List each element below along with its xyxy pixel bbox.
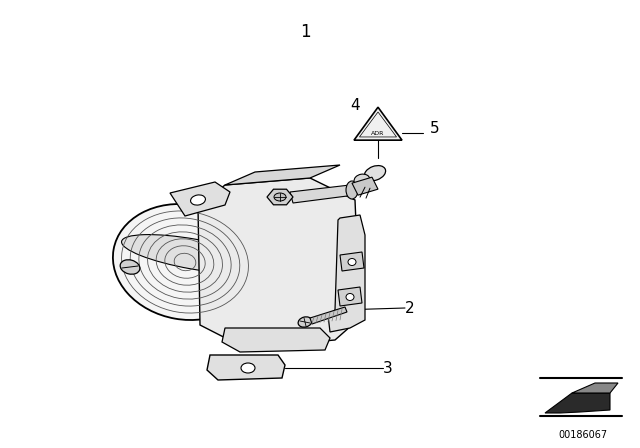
Polygon shape — [222, 328, 330, 352]
Polygon shape — [310, 307, 347, 324]
Polygon shape — [225, 165, 340, 185]
Ellipse shape — [122, 235, 264, 273]
Ellipse shape — [354, 174, 370, 186]
Polygon shape — [338, 287, 362, 306]
Polygon shape — [198, 178, 360, 348]
Ellipse shape — [191, 195, 205, 205]
Ellipse shape — [298, 317, 312, 327]
Ellipse shape — [346, 181, 358, 199]
Polygon shape — [352, 177, 378, 195]
Polygon shape — [267, 189, 293, 205]
Ellipse shape — [241, 363, 255, 373]
Text: 00186067: 00186067 — [559, 430, 607, 440]
Polygon shape — [572, 383, 618, 393]
Text: ADR: ADR — [371, 130, 385, 135]
Polygon shape — [340, 252, 364, 271]
Polygon shape — [207, 355, 285, 380]
Polygon shape — [290, 185, 355, 203]
Ellipse shape — [274, 193, 286, 201]
Polygon shape — [328, 215, 365, 332]
Ellipse shape — [364, 166, 386, 181]
Polygon shape — [545, 393, 610, 413]
Polygon shape — [354, 107, 402, 140]
Text: 4: 4 — [350, 98, 360, 112]
Ellipse shape — [113, 204, 257, 320]
Text: 3: 3 — [383, 361, 393, 375]
Text: 5: 5 — [430, 121, 440, 135]
Text: 2: 2 — [405, 301, 415, 315]
Polygon shape — [170, 182, 230, 216]
Ellipse shape — [346, 293, 354, 301]
Ellipse shape — [348, 258, 356, 266]
Ellipse shape — [120, 260, 140, 274]
Text: 1: 1 — [300, 23, 310, 41]
